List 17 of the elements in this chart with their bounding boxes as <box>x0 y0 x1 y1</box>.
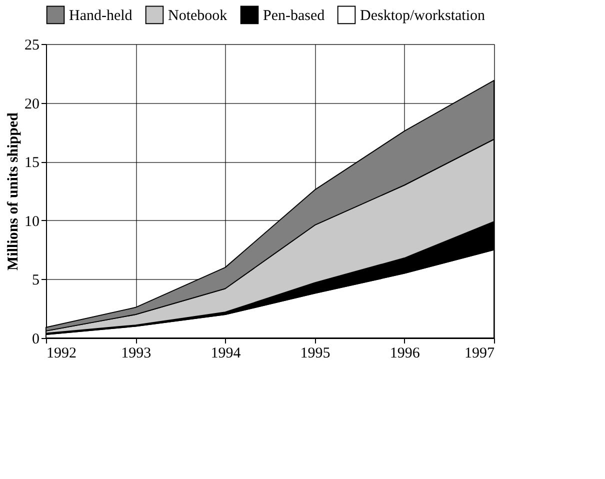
y-axis-title: Millions of units shipped <box>6 112 22 270</box>
y-tick-label: 5 <box>32 272 40 289</box>
legend-label: Desktop/workstation <box>360 8 486 24</box>
x-tick-label: 1992 <box>46 346 76 362</box>
x-tick-label: 1993 <box>121 346 152 362</box>
y-tick-label: 0 <box>32 332 40 348</box>
y-tick-label: 25 <box>24 38 40 54</box>
legend-label: Pen-based <box>263 8 326 24</box>
x-tick-label: 1997 <box>464 346 495 362</box>
x-tick-label: 1995 <box>300 346 330 362</box>
legend-label: Hand-held <box>69 8 133 24</box>
y-tick-label: 15 <box>24 155 40 172</box>
x-tick-label: 1996 <box>390 346 420 362</box>
legend-label: Notebook <box>168 8 228 24</box>
y-tick-label: 10 <box>24 214 40 230</box>
y-tick-label: 20 <box>24 96 40 112</box>
x-tick-label: 1994 <box>210 346 242 362</box>
